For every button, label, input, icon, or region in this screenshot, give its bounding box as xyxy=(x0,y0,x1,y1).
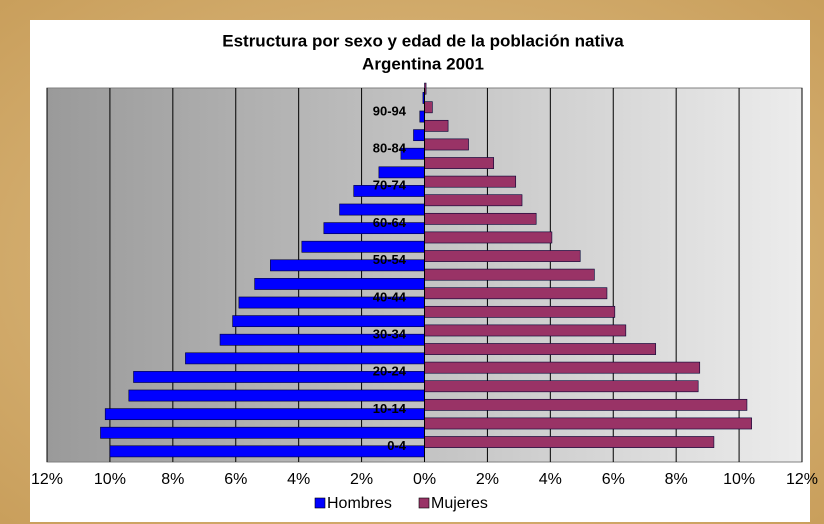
y-tick-label: 0-4 xyxy=(387,438,407,453)
bar xyxy=(100,426,425,439)
x-tick-label: 0% xyxy=(413,471,436,488)
bar xyxy=(424,231,553,244)
bar xyxy=(424,268,595,281)
bar xyxy=(424,380,699,393)
bar xyxy=(424,324,627,337)
bar xyxy=(301,240,425,253)
chart-title: Estructura por sexo y edad de la poblaci… xyxy=(222,31,624,50)
y-tick-label: 80-84 xyxy=(373,141,407,156)
bar xyxy=(232,315,425,328)
x-tick-label: 12% xyxy=(786,471,818,488)
legend-label: Hombres xyxy=(327,495,392,512)
bar xyxy=(424,398,748,411)
bar xyxy=(339,203,425,216)
y-tick-label: 10-14 xyxy=(373,401,407,416)
bar xyxy=(424,194,523,207)
x-tick-label: 10% xyxy=(94,471,126,488)
bar xyxy=(424,157,495,169)
bar xyxy=(128,389,425,402)
bar xyxy=(378,166,425,179)
y-tick-label: 20-24 xyxy=(373,364,407,379)
x-tick-label: 10% xyxy=(723,471,755,488)
x-tick-label: 8% xyxy=(665,471,688,488)
legend-swatch xyxy=(314,497,326,509)
bar xyxy=(424,417,752,430)
x-tick-label: 4% xyxy=(539,471,562,488)
bar xyxy=(419,110,425,123)
bar xyxy=(424,361,701,374)
bar xyxy=(109,445,425,458)
y-tick-label: 50-54 xyxy=(373,252,407,267)
x-tick-label: 2% xyxy=(476,471,499,488)
y-tick-label: 40-44 xyxy=(373,289,407,304)
bar xyxy=(424,175,517,188)
bar xyxy=(424,101,433,114)
x-tick-label: 2% xyxy=(350,471,373,488)
x-tick-label: 8% xyxy=(161,471,184,488)
chart-title: Argentina 2001 xyxy=(362,54,484,73)
bar xyxy=(254,278,425,290)
bar xyxy=(424,119,449,132)
bar xyxy=(424,343,657,355)
x-tick-label: 12% xyxy=(31,471,63,488)
legend-label: Mujeres xyxy=(431,495,488,512)
y-tick-label: 30-34 xyxy=(373,327,407,342)
bar xyxy=(413,129,425,142)
x-tick-label: 4% xyxy=(287,471,310,488)
bar xyxy=(424,436,715,448)
bar xyxy=(424,305,616,318)
y-tick-label: 90-94 xyxy=(373,103,407,118)
bar xyxy=(185,352,425,365)
bar xyxy=(424,250,581,262)
bar xyxy=(424,212,537,225)
y-tick-label: 60-64 xyxy=(373,215,407,230)
x-tick-label: 6% xyxy=(224,471,247,488)
x-tick-label: 6% xyxy=(602,471,625,488)
bar xyxy=(424,138,469,151)
y-tick-label: 70-74 xyxy=(373,178,407,193)
bar xyxy=(424,287,608,300)
legend-swatch xyxy=(418,497,430,509)
